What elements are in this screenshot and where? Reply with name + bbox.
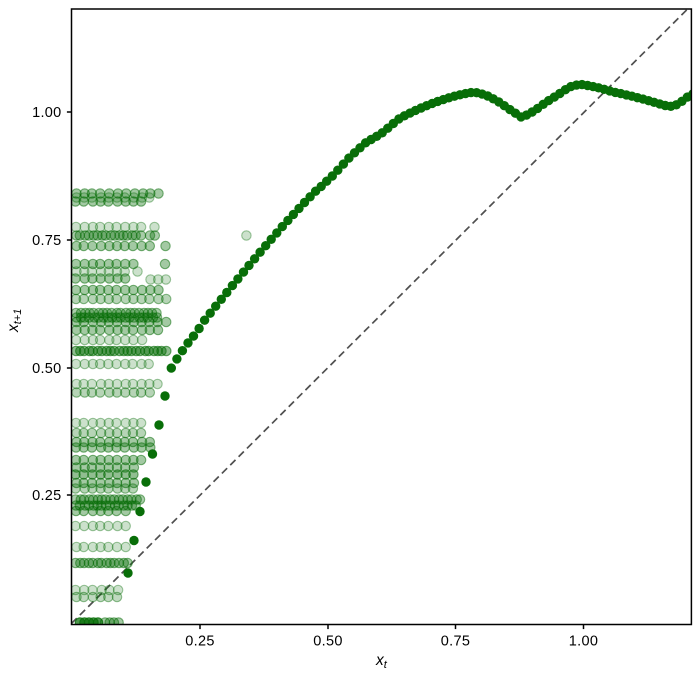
svg-text:0.75: 0.75: [32, 233, 61, 249]
svg-text:1.00: 1.00: [32, 105, 61, 121]
svg-text:0.50: 0.50: [32, 361, 61, 377]
svg-text:0.75: 0.75: [441, 634, 470, 650]
svg-text:1.00: 1.00: [569, 634, 598, 650]
svg-text:0.25: 0.25: [32, 488, 61, 504]
svg-text:0.25: 0.25: [185, 634, 214, 650]
svg-text:0.50: 0.50: [313, 634, 342, 650]
